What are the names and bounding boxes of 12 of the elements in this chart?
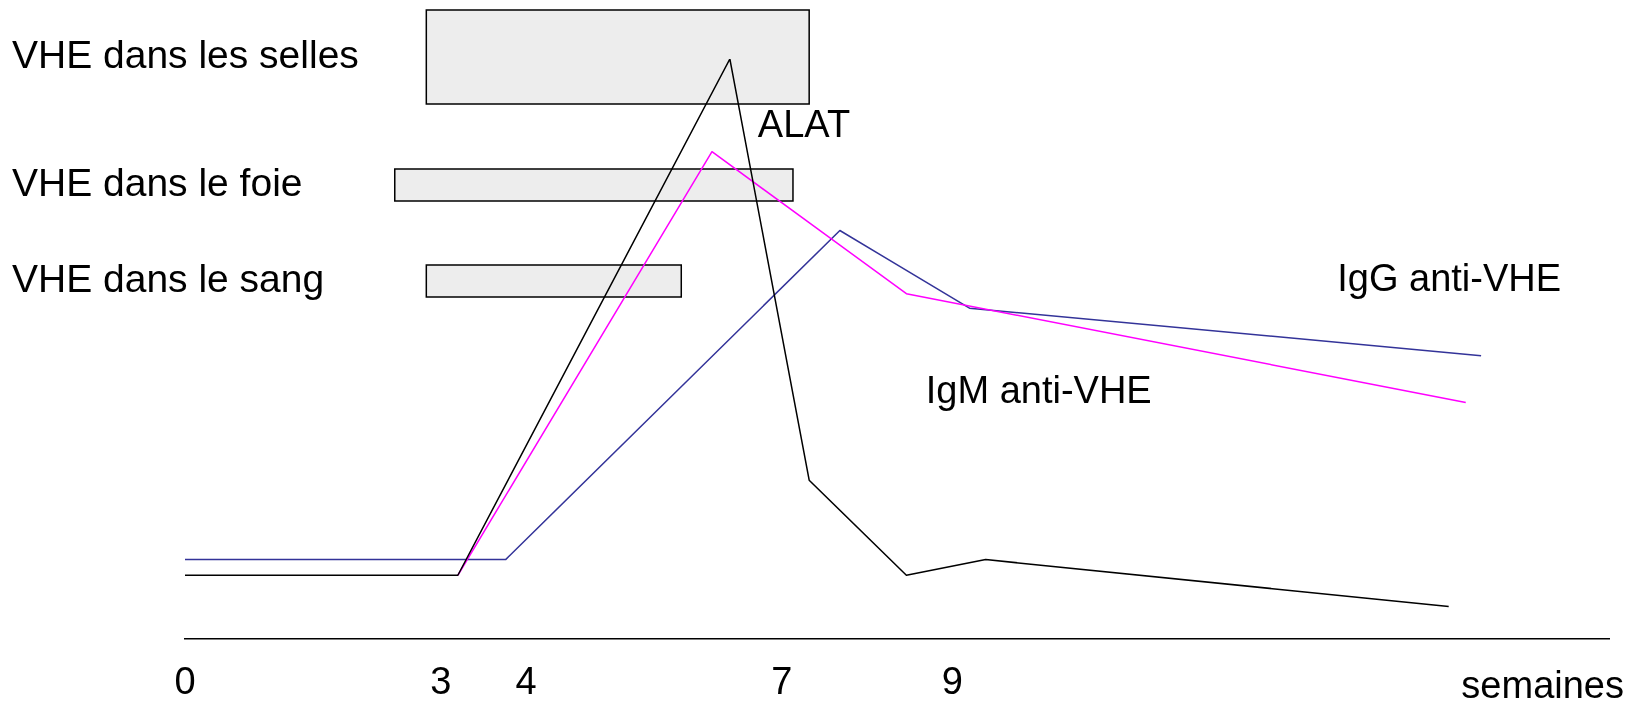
- x-tick-label: 3: [430, 659, 452, 702]
- series-label: IgG anti-VHE: [1337, 257, 1562, 300]
- series-label: IgM anti-VHE: [925, 369, 1152, 412]
- x-axis-title: semaines: [1461, 663, 1624, 706]
- band-label: VHE dans le foie: [12, 160, 303, 204]
- series-label: ALAT: [757, 103, 851, 146]
- x-tick-label: 7: [771, 659, 793, 702]
- x-tick-label: 9: [941, 659, 963, 702]
- band-label: VHE dans les selles: [12, 32, 359, 76]
- x-tick-label: 4: [515, 659, 537, 702]
- band-label: VHE dans le sang: [12, 256, 325, 300]
- x-tick-label: 0: [174, 659, 196, 702]
